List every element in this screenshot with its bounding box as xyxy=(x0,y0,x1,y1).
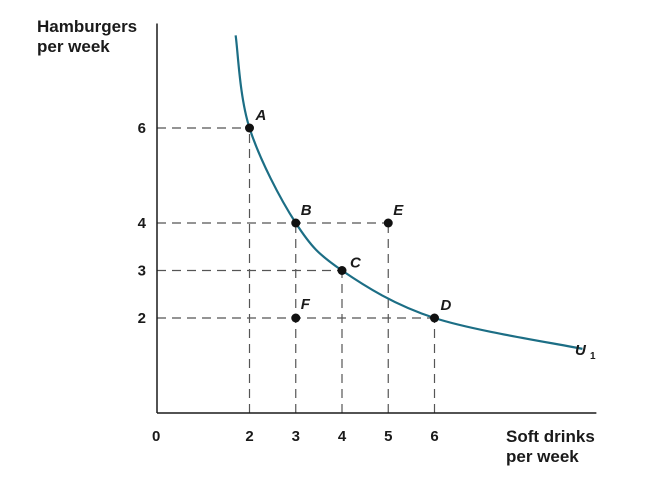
y-axis-title-line-1: Hamburgers xyxy=(37,17,137,36)
point-e xyxy=(383,218,393,228)
point-c xyxy=(337,266,347,275)
tick-labels: 2 3 4 5 6 2 3 4 6 xyxy=(138,120,439,445)
x-axis-title-line-1: Soft drinks xyxy=(506,427,595,446)
y-tick-label: 3 xyxy=(138,263,146,280)
point-d xyxy=(430,313,439,323)
point-label-c: C xyxy=(350,255,362,272)
x-tick-label: 2 xyxy=(245,428,253,445)
point-label-b: B xyxy=(301,202,312,219)
point-f xyxy=(291,313,301,323)
y-axis-title: Hamburgers per week xyxy=(37,17,142,56)
x-tick-label: 5 xyxy=(384,428,392,445)
point-a xyxy=(245,123,254,133)
x-tick-label: 4 xyxy=(338,428,347,445)
point-label-e: E xyxy=(393,202,404,219)
dashed-guides xyxy=(157,127,436,413)
y-tick-label: 4 xyxy=(138,215,147,232)
x-axis-title-line-2: per week xyxy=(506,447,579,466)
curve-label-letter: U xyxy=(575,342,587,359)
data-points: A B C D E F xyxy=(245,107,452,323)
curve-label-subscript: 1 xyxy=(590,351,596,362)
point-label-d: D xyxy=(441,297,452,314)
x-tick-label: 6 xyxy=(430,428,438,445)
x-tick-label: 3 xyxy=(292,428,300,445)
curve-label: U 1 xyxy=(575,342,596,362)
y-tick-label: 6 xyxy=(138,120,146,137)
y-tick-label: 2 xyxy=(138,310,146,327)
origin-label: 0 xyxy=(152,428,160,445)
point-label-f: F xyxy=(301,296,311,313)
point-label-a: A xyxy=(255,107,267,124)
point-b xyxy=(291,218,301,228)
x-axis-title: Soft drinks per week xyxy=(506,427,600,466)
axes xyxy=(156,23,597,414)
y-axis-title-line-2: per week xyxy=(37,37,110,56)
indifference-curve-u1 xyxy=(234,35,583,350)
